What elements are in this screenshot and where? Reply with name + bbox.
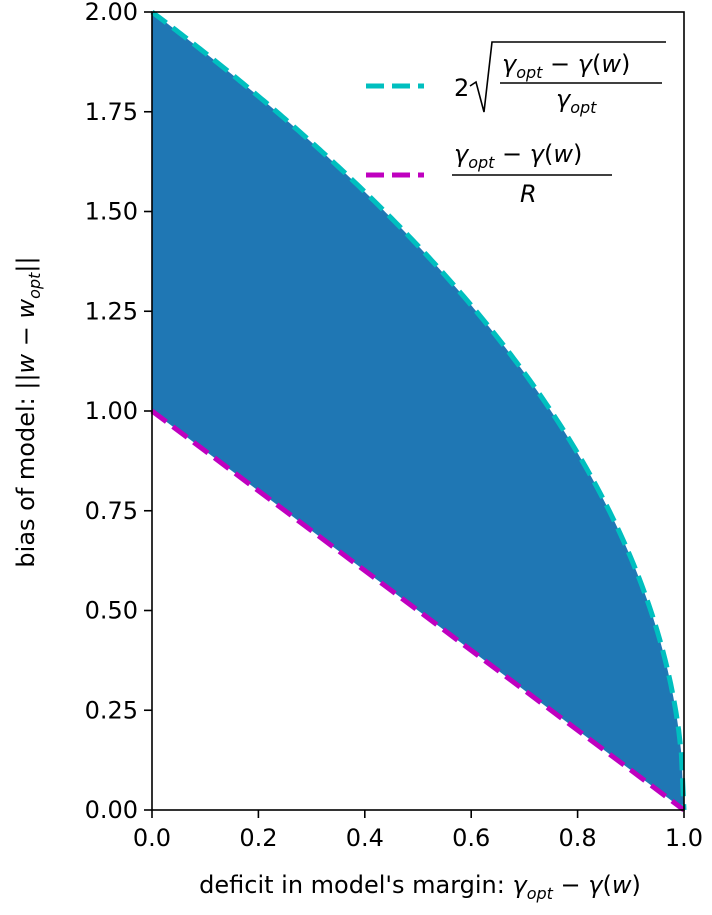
legend-sqrt-sign [469, 41, 666, 113]
y-tick-label: 0.00 [85, 796, 138, 824]
series-line-upper-bound [150, 10, 687, 811]
y-tick-label: 1.50 [85, 198, 138, 226]
legend-numerator-upper: γopt − γ(w) [502, 50, 630, 82]
y-axis-ticks: 0.00 0.25 0.50 0.75 1.00 1.25 1.50 1.75 2.00 [85, 0, 152, 824]
x-tick-label: 0.4 [346, 824, 384, 852]
legend-entry-lower-bound: γopt − γ(w) R [366, 140, 612, 208]
y-tick-label: 0.50 [85, 597, 138, 625]
svg-text:deficit in model's margin: γop: deficit in model's margin: γopt − γ(w) [199, 871, 641, 903]
svg-text:bias of model: ||w − wopt||: bias of model: ||w − wopt|| [12, 256, 44, 567]
x-tick-label: 1.0 [665, 824, 703, 852]
series-line-lower-bound [150, 409, 686, 812]
legend-denominator-upper: γopt [556, 85, 597, 117]
y-tick-label: 0.25 [85, 696, 138, 724]
x-axis-ticks: 0.0 0.2 0.4 0.6 0.8 1.0 [133, 810, 703, 852]
x-tick-label: 0.8 [559, 824, 597, 852]
legend-denominator-lower: R [520, 180, 537, 208]
y-tick-label: 1.00 [85, 397, 138, 425]
y-tick-label: 2.00 [85, 0, 138, 26]
x-tick-label: 0.6 [452, 824, 490, 852]
legend-prefix-upper: 2 [454, 74, 469, 102]
legend: 2 γopt − γ(w) γopt γopt − γ(w) R [366, 41, 666, 208]
feasible-region-fill [152, 12, 684, 810]
legend-numerator-lower: γopt − γ(w) [454, 140, 582, 172]
x-axis-label: deficit in model's margin: γopt − γ(w) [199, 871, 641, 903]
legend-entry-upper-bound: 2 γopt − γ(w) γopt [366, 41, 666, 117]
y-tick-label: 1.75 [85, 98, 138, 126]
x-tick-label: 0.0 [133, 824, 171, 852]
y-tick-label: 0.75 [85, 497, 138, 525]
y-axis-label: bias of model: ||w − wopt|| [12, 256, 44, 567]
x-tick-label: 0.2 [239, 824, 277, 852]
y-tick-label: 1.25 [85, 297, 138, 325]
